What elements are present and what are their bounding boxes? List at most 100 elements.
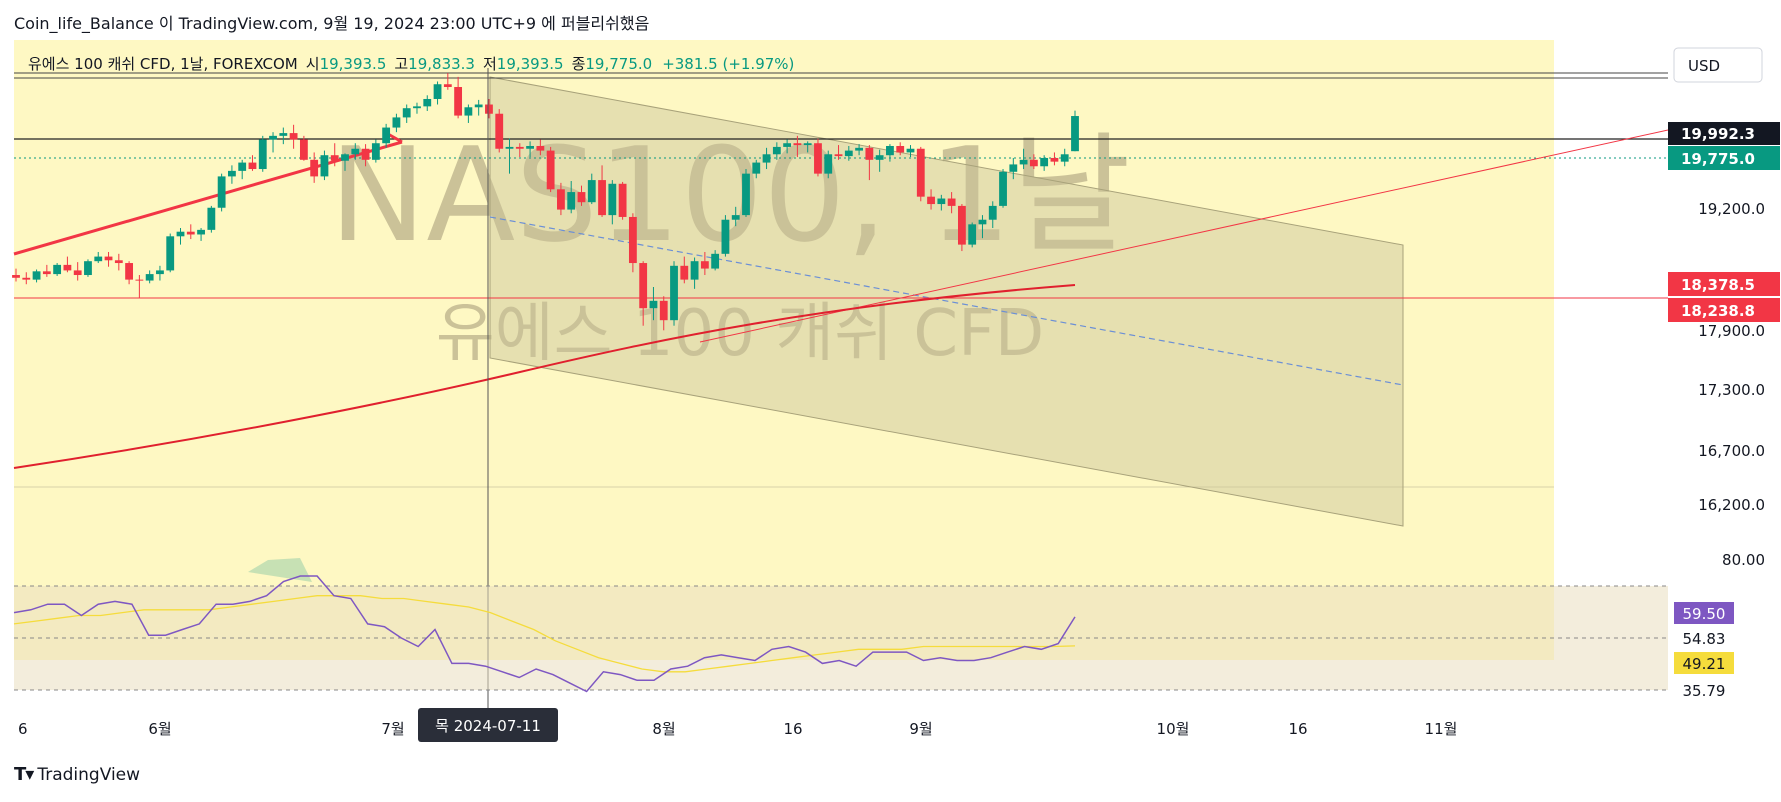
time-tick: 7월 bbox=[381, 720, 404, 738]
candle-body bbox=[536, 145, 545, 151]
candle-body bbox=[1050, 157, 1059, 162]
price-label-last bbox=[1668, 146, 1780, 170]
candle-body bbox=[1009, 164, 1018, 172]
candles[interactable] bbox=[12, 73, 1079, 331]
ohlc-legend: 유에스 100 캐쉬 CFD, 1날, FOREXCOM 시19,393.5 고19… bbox=[28, 55, 794, 73]
candle-body bbox=[63, 264, 72, 271]
candle-body bbox=[84, 261, 92, 276]
chart-area[interactable]: NAS100, 1날 유에스 100 캐쉬 CFD 유에스 100 캐쉬 CFD… bbox=[0, 0, 1781, 760]
candle-body bbox=[916, 148, 925, 197]
rsi-ma-text: 49.21 bbox=[1683, 655, 1726, 673]
candle-body bbox=[505, 146, 514, 149]
candle-body bbox=[937, 198, 946, 205]
price-label-black-text: 19,992.3 bbox=[1681, 125, 1755, 143]
candle-body bbox=[947, 198, 956, 206]
candle-body bbox=[1060, 154, 1069, 162]
time-tick: 6 bbox=[18, 720, 28, 738]
publish-text: 이 TradingView.com, 9월 19, 2024 23:00 UTC… bbox=[158, 14, 650, 33]
price-tick: 16,700.0 bbox=[1698, 442, 1765, 460]
rsi-mid-text: 54.83 bbox=[1683, 630, 1726, 648]
watermark-ticker: NAS100, 1날 bbox=[329, 119, 1131, 271]
candle-body bbox=[12, 275, 20, 278]
candle-body bbox=[670, 265, 678, 321]
candle-body bbox=[731, 215, 740, 220]
candle-body bbox=[135, 279, 144, 281]
candle-body bbox=[957, 205, 966, 245]
candle-body bbox=[700, 261, 709, 269]
publish-header: Coin_life_Balance 이 TradingView.com, 9월 … bbox=[14, 10, 649, 34]
rsi-low-text: 35.79 bbox=[1683, 682, 1726, 700]
candle-body bbox=[1029, 159, 1038, 167]
rsi-value-text: 59.50 bbox=[1683, 605, 1726, 623]
crosshair-date-text: 목 2024-07-11 bbox=[435, 717, 541, 735]
rsi-line bbox=[13, 575, 1076, 693]
rsi-tick: 80.00 bbox=[1722, 551, 1765, 569]
channel-midline[interactable] bbox=[489, 216, 1404, 386]
candle-body bbox=[824, 154, 833, 174]
candle-body bbox=[433, 84, 442, 99]
candle-body bbox=[978, 219, 987, 225]
rsi-value-label bbox=[1674, 602, 1734, 624]
rsi-low-label bbox=[1674, 679, 1734, 701]
candle-body bbox=[762, 154, 771, 163]
price-label-red-line bbox=[1668, 298, 1780, 322]
candle-body bbox=[53, 264, 62, 275]
candle-body bbox=[289, 133, 298, 140]
time-tick: 16 bbox=[783, 720, 802, 738]
candle-body bbox=[351, 148, 360, 155]
candle-body bbox=[567, 192, 576, 210]
candle-body bbox=[423, 98, 432, 107]
time-tick: 11월 bbox=[1425, 720, 1458, 738]
candle-body bbox=[546, 150, 555, 190]
currency-button[interactable] bbox=[1673, 47, 1763, 83]
candle-body bbox=[690, 261, 699, 280]
rsi-mid-label bbox=[1674, 627, 1734, 649]
rsi-overbought-fill bbox=[248, 558, 312, 582]
candle-body bbox=[1019, 159, 1028, 165]
tradingview-brand[interactable]: T▾ TradingView bbox=[14, 764, 140, 785]
price-tick: 16,200.0 bbox=[1698, 496, 1765, 514]
candle-body bbox=[968, 224, 977, 245]
candle-body bbox=[639, 263, 648, 309]
candle-body bbox=[238, 162, 247, 171]
candle-body bbox=[752, 162, 761, 174]
candle-body bbox=[649, 300, 658, 309]
candle-body bbox=[485, 104, 493, 114]
candle-body bbox=[577, 192, 586, 203]
candle-body bbox=[587, 180, 596, 203]
crosshair-date-label bbox=[418, 708, 558, 742]
candle-body bbox=[207, 207, 216, 230]
candle-body bbox=[526, 145, 534, 149]
candle-body bbox=[783, 143, 792, 147]
price-tick: 17,900.0 bbox=[1698, 322, 1765, 340]
candle-body bbox=[104, 256, 113, 261]
candle-body bbox=[94, 256, 103, 262]
candle-body bbox=[310, 159, 319, 177]
trendline-arrow bbox=[387, 132, 403, 144]
watermark-name: 유에스 100 캐쉬 CFD bbox=[436, 297, 1044, 371]
candle-body bbox=[114, 260, 123, 264]
candle-body bbox=[865, 147, 874, 160]
candle-body bbox=[618, 183, 627, 217]
candle-body bbox=[125, 263, 134, 280]
candle-body bbox=[228, 170, 236, 177]
candle-body bbox=[156, 270, 164, 275]
candle-body bbox=[341, 154, 349, 161]
moving-average-line bbox=[13, 284, 1076, 469]
price-tick: 19,200.0 bbox=[1698, 200, 1765, 218]
candle-body bbox=[495, 113, 504, 149]
price-label-red-level-text: 18,378.5 bbox=[1681, 276, 1755, 294]
candle-body bbox=[474, 104, 483, 108]
candle-body bbox=[988, 205, 997, 220]
time-tick: 8월 bbox=[652, 720, 675, 738]
candle-body bbox=[197, 229, 205, 235]
candle-body bbox=[855, 147, 863, 151]
candle-body bbox=[145, 274, 154, 281]
candle-body bbox=[299, 139, 308, 160]
candle-body bbox=[166, 236, 175, 271]
candle-body bbox=[772, 146, 781, 155]
currency-label: USD bbox=[1688, 57, 1720, 75]
author-name[interactable]: Coin_life_Balance bbox=[14, 14, 154, 33]
candle-body bbox=[402, 108, 411, 118]
